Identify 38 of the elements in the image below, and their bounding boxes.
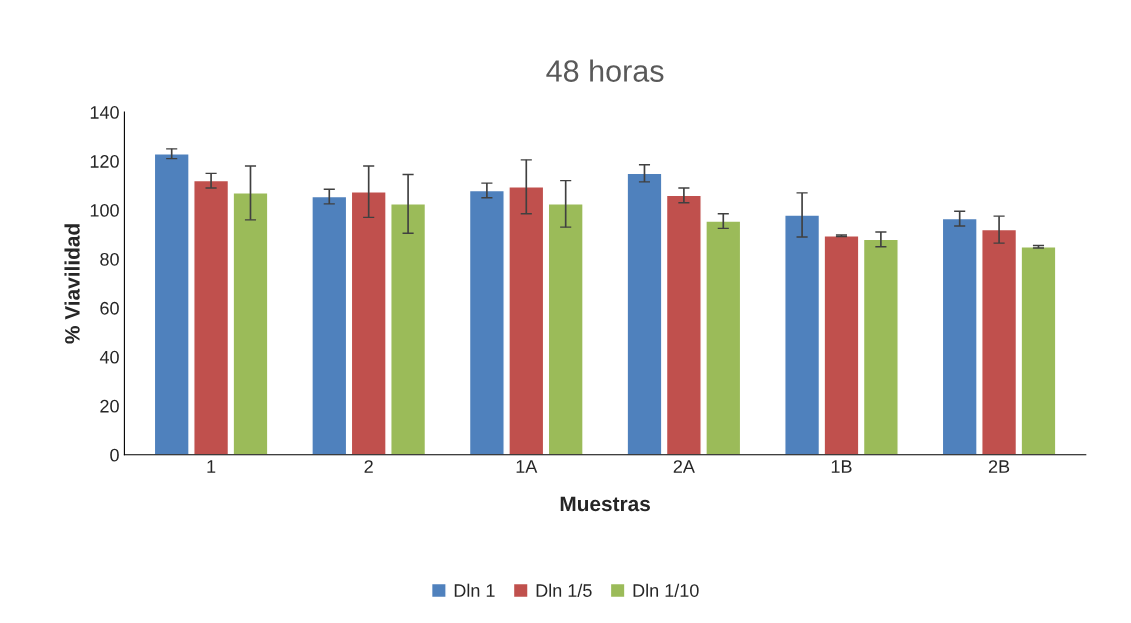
bar [705,220,742,455]
y-tick-label: 20 [100,399,119,413]
bar [1020,246,1057,455]
bar [547,203,584,455]
bar [941,217,978,455]
bar [390,203,427,455]
bar [153,153,190,455]
legend-label: Dln 1/5 [536,583,592,597]
x-tick-label: 1B [831,460,852,473]
y-tick-label: 100 [90,203,119,217]
x-tick-label: 2 [364,460,373,473]
y-tick-label: 80 [100,252,119,266]
bar [784,214,821,455]
y-axis-title: % Viavilidad [64,224,80,344]
bar [468,189,505,455]
x-tick-label: 1 [207,460,216,473]
bar [193,179,230,455]
bar [981,228,1018,455]
bar [311,195,348,455]
y-tick-label: 120 [90,155,119,168]
x-axis-title: Muestras [560,496,650,512]
legend-label: Dln 1 [454,583,495,597]
bar [232,192,269,455]
bar [665,194,702,455]
bar [350,190,387,455]
y-tick-label: 60 [100,301,119,315]
bar [508,186,545,455]
bar [823,235,860,455]
bar [626,172,663,455]
y-tick-label: 140 [90,106,119,119]
chart-title: 48 horas [546,59,664,82]
x-tick-label: 2B [988,460,1010,473]
x-tick-label: 2A [673,460,695,473]
x-tick-label: 1A [516,460,538,473]
y-tick-label: 40 [99,350,119,364]
legend-label: Dln 1/10 [633,583,699,597]
bar [862,238,899,455]
y-tick-label: 0 [110,448,119,462]
